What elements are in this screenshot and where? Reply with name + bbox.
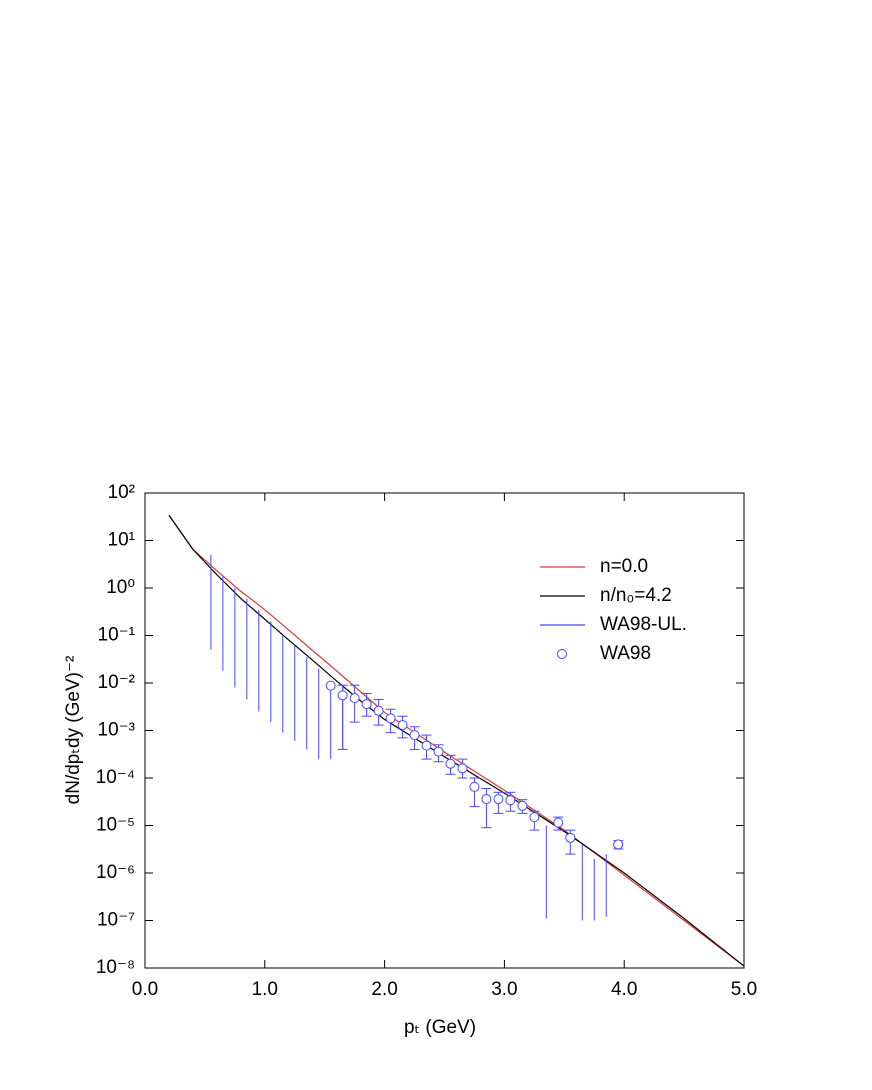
data-point bbox=[421, 740, 432, 751]
data-point bbox=[469, 781, 480, 792]
x-tick-label: 0.0 bbox=[132, 979, 158, 1000]
legend-label: WA98-UL. bbox=[600, 614, 687, 635]
data-point bbox=[373, 705, 384, 716]
data-point bbox=[529, 812, 540, 823]
data-point bbox=[409, 730, 420, 741]
data-point bbox=[361, 699, 372, 710]
data-point bbox=[433, 746, 444, 757]
y-tick-label: 10⁻¹ bbox=[98, 625, 136, 646]
y-tick-label: 10⁻⁵ bbox=[96, 815, 135, 836]
legend-label: WA98 bbox=[600, 643, 651, 664]
data-point bbox=[385, 713, 396, 724]
y-tick-label: 10² bbox=[108, 482, 135, 503]
x-tick-label: 3.0 bbox=[491, 979, 517, 1000]
x-tick-label: 1.0 bbox=[252, 979, 278, 1000]
data-point bbox=[397, 720, 408, 731]
legend-marker bbox=[557, 649, 567, 659]
data-point bbox=[337, 690, 348, 701]
y-tick-label: 10⁻³ bbox=[98, 720, 136, 741]
y-tick-label: 10⁻⁸ bbox=[96, 957, 135, 978]
x-axis-label: pₜ (GeV) bbox=[404, 1017, 476, 1038]
plot-frame bbox=[144, 492, 745, 969]
data-point bbox=[445, 758, 456, 769]
data-point bbox=[553, 817, 564, 828]
y-tick-label: 10⁻⁶ bbox=[96, 862, 135, 883]
y-tick-label: 10⁻⁷ bbox=[97, 910, 135, 931]
y-tick-label: 10⁻² bbox=[98, 672, 136, 693]
legend-label: n/n₀=4.2 bbox=[600, 585, 672, 606]
data-point bbox=[613, 839, 624, 850]
y-axis-label: dN/dpₜdy (GeV)⁻² bbox=[63, 656, 84, 805]
legend-label: n=0.0 bbox=[600, 556, 648, 577]
x-tick-label: 2.0 bbox=[371, 979, 397, 1000]
data-point bbox=[517, 800, 528, 811]
y-tick-label: 10⁻⁴ bbox=[96, 767, 135, 788]
x-tick-label: 5.0 bbox=[731, 979, 757, 1000]
y-tick-label: 10⁰ bbox=[106, 577, 135, 598]
data-point bbox=[325, 680, 336, 691]
data-point bbox=[565, 832, 576, 843]
data-point bbox=[481, 794, 492, 805]
y-tick-label: 10¹ bbox=[108, 530, 135, 551]
curve bbox=[168, 514, 745, 967]
data-point bbox=[349, 693, 360, 704]
x-tick-label: 4.0 bbox=[611, 979, 637, 1000]
data-point bbox=[457, 763, 468, 774]
data-point bbox=[493, 794, 504, 805]
data-point bbox=[505, 795, 516, 806]
